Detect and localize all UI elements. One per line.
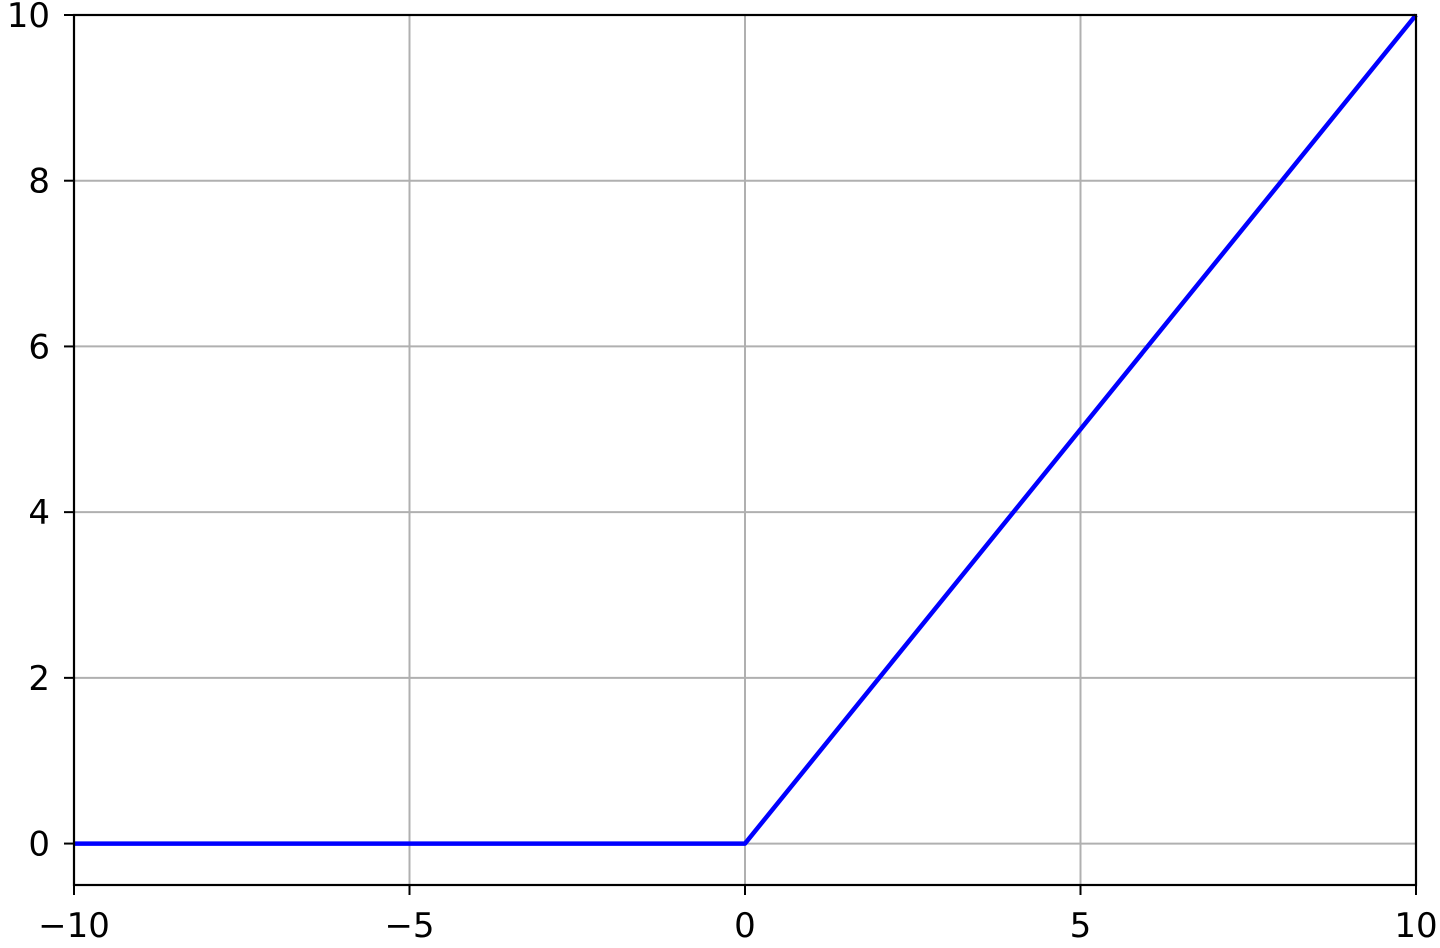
x-tick-label: 10 bbox=[1394, 906, 1437, 946]
y-tick-label: 2 bbox=[28, 659, 50, 699]
y-axis-tick-labels: 0 2 4 6 8 10 bbox=[7, 0, 50, 865]
y-tick-label: 0 bbox=[28, 825, 50, 865]
x-tick-label: −5 bbox=[384, 906, 434, 946]
grid-lines bbox=[73, 14, 1417, 885]
y-tick-label: 10 bbox=[7, 0, 50, 36]
x-tick-label: −10 bbox=[38, 906, 110, 946]
series-layer bbox=[74, 13, 1418, 846]
x-axis-tick-labels: −10 −5 0 5 10 bbox=[38, 906, 1438, 946]
y-tick-label: 4 bbox=[28, 493, 50, 533]
series-line bbox=[74, 13, 1418, 846]
tick-marks bbox=[64, 14, 1417, 895]
y-tick-label: 8 bbox=[28, 162, 50, 202]
x-tick-label: 0 bbox=[734, 906, 756, 946]
y-tick-label: 6 bbox=[28, 327, 50, 367]
x-tick-label: 5 bbox=[1070, 906, 1092, 946]
